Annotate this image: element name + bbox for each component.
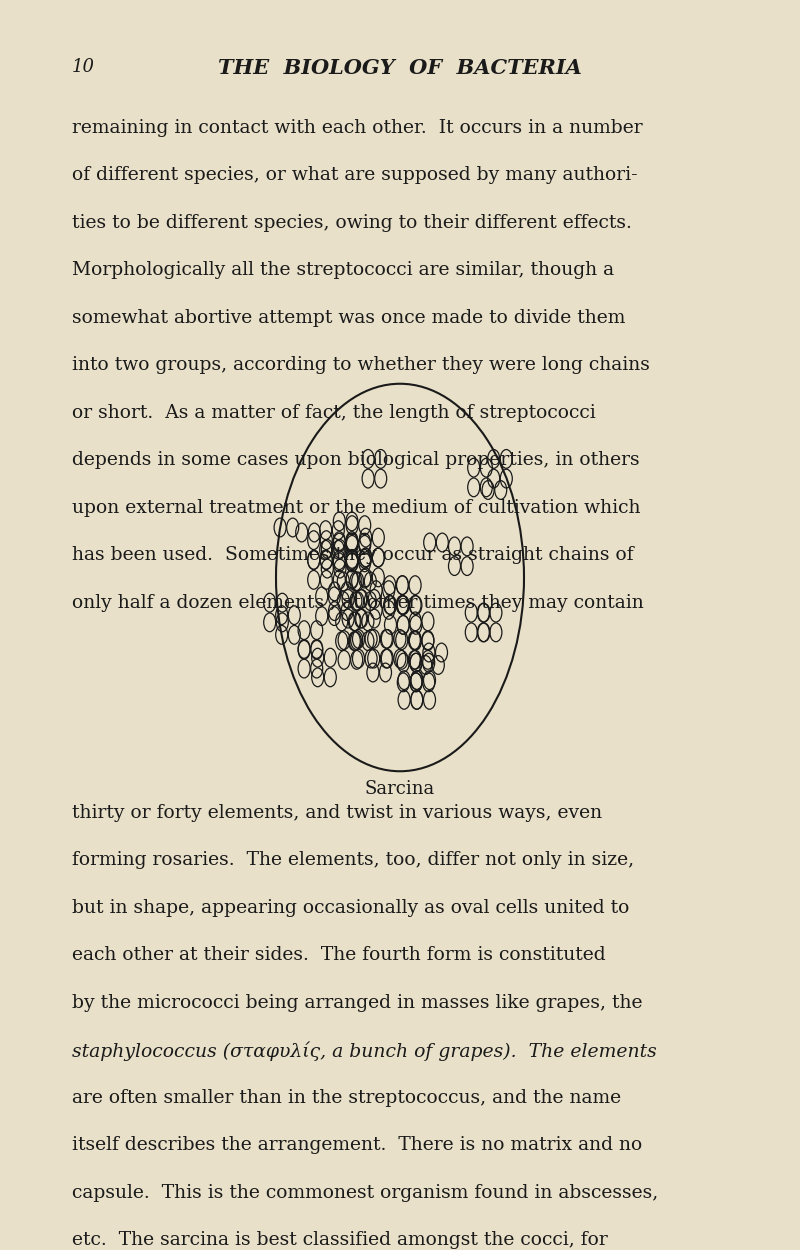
Text: remaining in contact with each other.  It occurs in a number: remaining in contact with each other. It… (72, 119, 642, 136)
Text: only half a dozen elements ; at other times they may contain: only half a dozen elements ; at other ti… (72, 594, 644, 611)
Text: but in shape, appearing occasionally as oval cells united to: but in shape, appearing occasionally as … (72, 899, 630, 916)
Text: capsule.  This is the commonest organism found in abscesses,: capsule. This is the commonest organism … (72, 1184, 658, 1201)
Text: has been used.  Sometimes they occur as straight chains of: has been used. Sometimes they occur as s… (72, 546, 634, 564)
Text: 10: 10 (72, 58, 95, 75)
Text: by the micrococci being arranged in masses like grapes, the: by the micrococci being arranged in mass… (72, 994, 642, 1011)
Text: somewhat abortive attempt was once made to divide them: somewhat abortive attempt was once made … (72, 309, 626, 326)
Circle shape (276, 384, 524, 771)
Text: staphylococcus (σταφυλίς, a bunch of grapes).  The elements: staphylococcus (σταφυλίς, a bunch of gra… (72, 1041, 657, 1061)
Text: THE  BIOLOGY  OF  BACTERIA: THE BIOLOGY OF BACTERIA (218, 58, 582, 78)
Text: Sarcina: Sarcina (365, 780, 435, 798)
Text: Morphologically all the streptococci are similar, though a: Morphologically all the streptococci are… (72, 261, 614, 279)
Text: forming rosaries.  The elements, too, differ not only in size,: forming rosaries. The elements, too, dif… (72, 851, 634, 869)
Text: etc.  The sarcina is best classified amongst the cocci, for: etc. The sarcina is best classified amon… (72, 1231, 608, 1249)
Text: upon external treatment or the medium of cultivation which: upon external treatment or the medium of… (72, 499, 641, 516)
Text: of different species, or what are supposed by many authori-: of different species, or what are suppos… (72, 166, 638, 184)
Text: or short.  As a matter of fact, the length of streptococci: or short. As a matter of fact, the lengt… (72, 404, 596, 421)
Text: depends in some cases upon biological properties, in others: depends in some cases upon biological pr… (72, 451, 640, 469)
Text: each other at their sides.  The fourth form is constituted: each other at their sides. The fourth fo… (72, 946, 606, 964)
Text: ties to be different species, owing to their different effects.: ties to be different species, owing to t… (72, 214, 632, 231)
Text: thirty or forty elements, and twist in various ways, even: thirty or forty elements, and twist in v… (72, 804, 602, 821)
Text: into two groups, according to whether they were long chains: into two groups, according to whether th… (72, 356, 650, 374)
Text: itself describes the arrangement.  There is no matrix and no: itself describes the arrangement. There … (72, 1136, 642, 1154)
Text: are often smaller than in the streptococcus, and the name: are often smaller than in the streptococ… (72, 1089, 621, 1106)
